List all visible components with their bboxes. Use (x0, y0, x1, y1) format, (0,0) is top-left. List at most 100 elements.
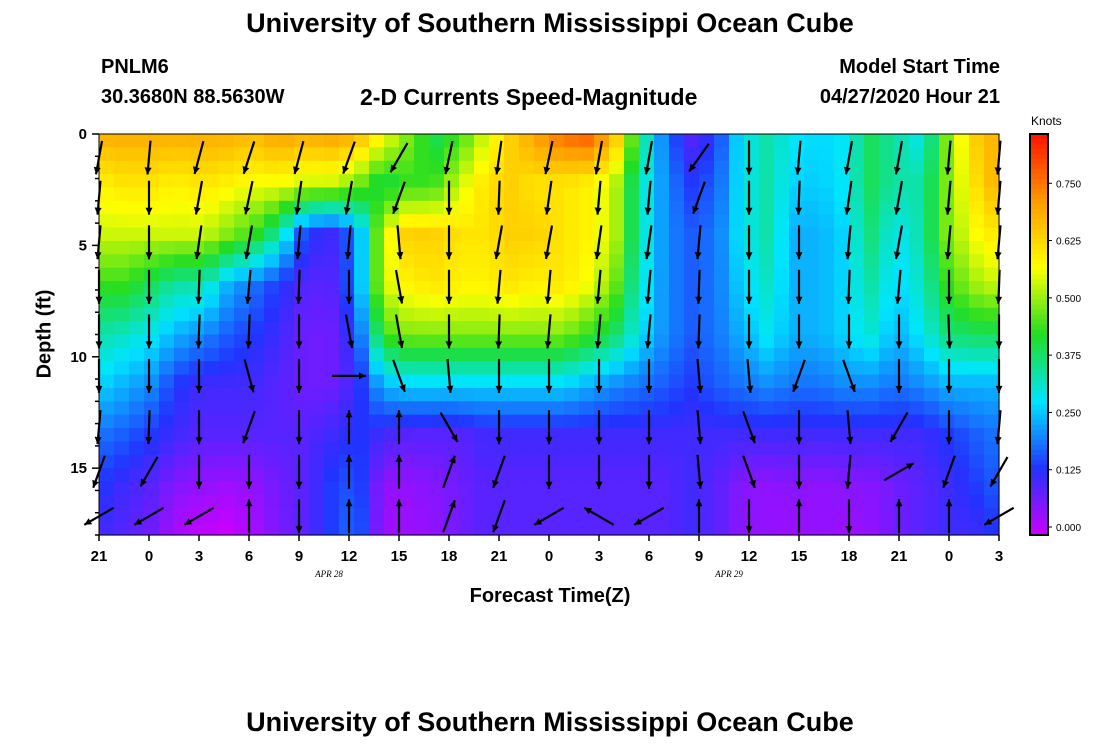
heatmap-cell (204, 254, 220, 269)
heatmap-cell (729, 468, 745, 483)
current-arrow-head (746, 385, 754, 393)
heatmap-cell (174, 281, 190, 295)
heatmap-cell (969, 174, 985, 189)
heatmap-cell (129, 187, 145, 202)
heatmap-cell (669, 254, 685, 269)
heatmap-cell (279, 147, 295, 162)
current-arrow-head (944, 207, 952, 215)
heatmap-cell (639, 454, 655, 469)
heatmap-cell (849, 321, 865, 336)
current-arrow-head (595, 481, 603, 489)
heatmap-cell (384, 414, 400, 429)
heatmap-cell (549, 281, 565, 295)
heatmap-cell (414, 187, 430, 202)
heatmap-cell (789, 414, 805, 429)
heatmap-cell (174, 267, 190, 282)
heatmap-cell (459, 414, 475, 429)
heatmap-cell (969, 414, 985, 429)
heatmap-cell (399, 254, 415, 269)
heatmap-cell (549, 414, 565, 429)
heatmap-cell (684, 494, 700, 509)
current-arrow-head (242, 166, 250, 174)
heatmap-cell (369, 307, 385, 322)
heatmap-cell (459, 454, 475, 469)
heatmap-cell (369, 227, 385, 242)
current-arrow-head (994, 167, 1002, 175)
heatmap-cell (789, 214, 805, 229)
heatmap-cell (714, 187, 730, 202)
heatmap-cell (789, 401, 805, 416)
heatmap-cell (294, 521, 310, 536)
heatmap-cell (834, 468, 850, 483)
colorbar-swatch (1030, 329, 1048, 335)
current-arrow-head (644, 207, 652, 215)
current-arrow-head (795, 481, 803, 489)
heatmap-cell (399, 227, 415, 242)
current-arrow-head (495, 207, 503, 215)
heatmap-cell (294, 454, 310, 469)
heatmap-cell (279, 374, 295, 389)
heatmap-cell (594, 521, 610, 536)
heatmap-cell (549, 307, 565, 322)
heatmap-cell (504, 321, 520, 336)
heatmap-cell (564, 374, 580, 389)
current-arrow-head (145, 437, 153, 445)
heatmap-cell (549, 428, 565, 443)
heatmap-cell (714, 347, 730, 362)
heatmap-cell (219, 334, 235, 349)
heatmap-cell (309, 227, 325, 242)
heatmap-cell (264, 294, 280, 309)
heatmap-cell (729, 414, 745, 429)
heatmap-cell (909, 307, 925, 322)
heatmap-cell (324, 294, 340, 309)
heatmap-cell (684, 174, 700, 189)
heatmap-cell (954, 214, 970, 229)
heatmap-cell (609, 481, 625, 496)
heatmap-cell (849, 481, 865, 496)
colorbar-tick-label: 0.250 (1056, 408, 1081, 419)
heatmap-cell (624, 387, 640, 402)
heatmap-cell (279, 214, 295, 229)
heatmap-cell (579, 227, 595, 242)
heatmap-cell (429, 494, 445, 509)
heatmap-cell (204, 414, 220, 429)
heatmap-cell (684, 454, 700, 469)
heatmap-cell (504, 160, 520, 175)
heatmap-cell (519, 521, 535, 536)
heatmap-cell (909, 281, 925, 295)
heatmap-cell (609, 227, 625, 242)
heatmap-cell (324, 267, 340, 282)
heatmap-cell (684, 294, 700, 309)
heatmap-cell (714, 254, 730, 269)
heatmap-cell (684, 214, 700, 229)
heatmap-cell (834, 481, 850, 496)
heatmap-cell (579, 521, 595, 536)
colorbar-swatch (1030, 469, 1048, 476)
colorbar-swatch (1030, 454, 1048, 461)
heatmap-cell (354, 387, 370, 402)
heatmap-cell (264, 454, 280, 469)
heatmap-cell (369, 321, 385, 336)
heatmap-cell (204, 321, 220, 336)
current-arrow-head (794, 167, 802, 175)
heatmap-cell (759, 361, 775, 376)
heatmap-cell (729, 508, 745, 523)
heatmap-cell (114, 481, 130, 496)
current-arrow-head (342, 165, 349, 174)
heatmap-cell (219, 254, 235, 269)
heatmap-cell (984, 454, 1000, 469)
heatmap-cell (714, 200, 730, 215)
heatmap-cell (924, 147, 940, 162)
heatmap-cell (624, 307, 640, 322)
heatmap-cell (789, 454, 805, 469)
heatmap-cell (624, 160, 640, 175)
heatmap-cell (369, 401, 385, 416)
heatmap-cell (969, 240, 985, 255)
heatmap-cell (324, 307, 340, 322)
heatmap-cell (219, 160, 235, 175)
heatmap-cell (789, 441, 805, 456)
current-arrow-head (395, 499, 403, 507)
heatmap-cell (819, 187, 835, 202)
heatmap-cell (249, 374, 265, 389)
heatmap-cell (99, 361, 115, 376)
